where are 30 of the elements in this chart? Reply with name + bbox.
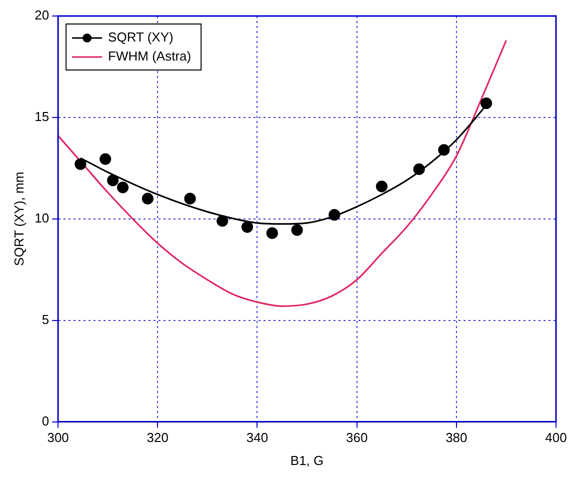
x-tick-label: 380: [446, 430, 468, 446]
point: [116, 182, 129, 194]
point: [376, 180, 388, 192]
y-tick-label: 10: [34, 210, 50, 226]
x-tick-label: 400: [545, 430, 567, 446]
y-tick-label: 15: [34, 109, 50, 124]
point: [142, 192, 154, 204]
point: [100, 153, 112, 165]
point: [438, 144, 450, 156]
y-tick-label: 20: [34, 8, 50, 23]
x-tick-label: 360: [346, 430, 368, 446]
point: [107, 174, 119, 186]
point: [216, 215, 228, 227]
point: [74, 158, 86, 170]
point: [266, 227, 278, 239]
x-tick-label: 320: [146, 430, 168, 446]
x-tick-label: 300: [47, 430, 69, 446]
point: [241, 221, 254, 233]
legend-label: SQRT (XY): [108, 30, 174, 45]
point: [328, 209, 340, 221]
point: [291, 224, 303, 236]
y-axis-title: SQRT (XY), mm: [11, 172, 26, 266]
point: [184, 192, 196, 204]
legend-label: FWHM (Astra): [108, 48, 192, 64]
point: [413, 163, 425, 175]
x-tick-label: 340: [246, 430, 268, 446]
y-tick-label: 0: [42, 413, 50, 428]
x-axis-title: B1, G: [290, 452, 324, 468]
point: [480, 97, 492, 110]
y-tick-label: 5: [42, 312, 50, 327]
